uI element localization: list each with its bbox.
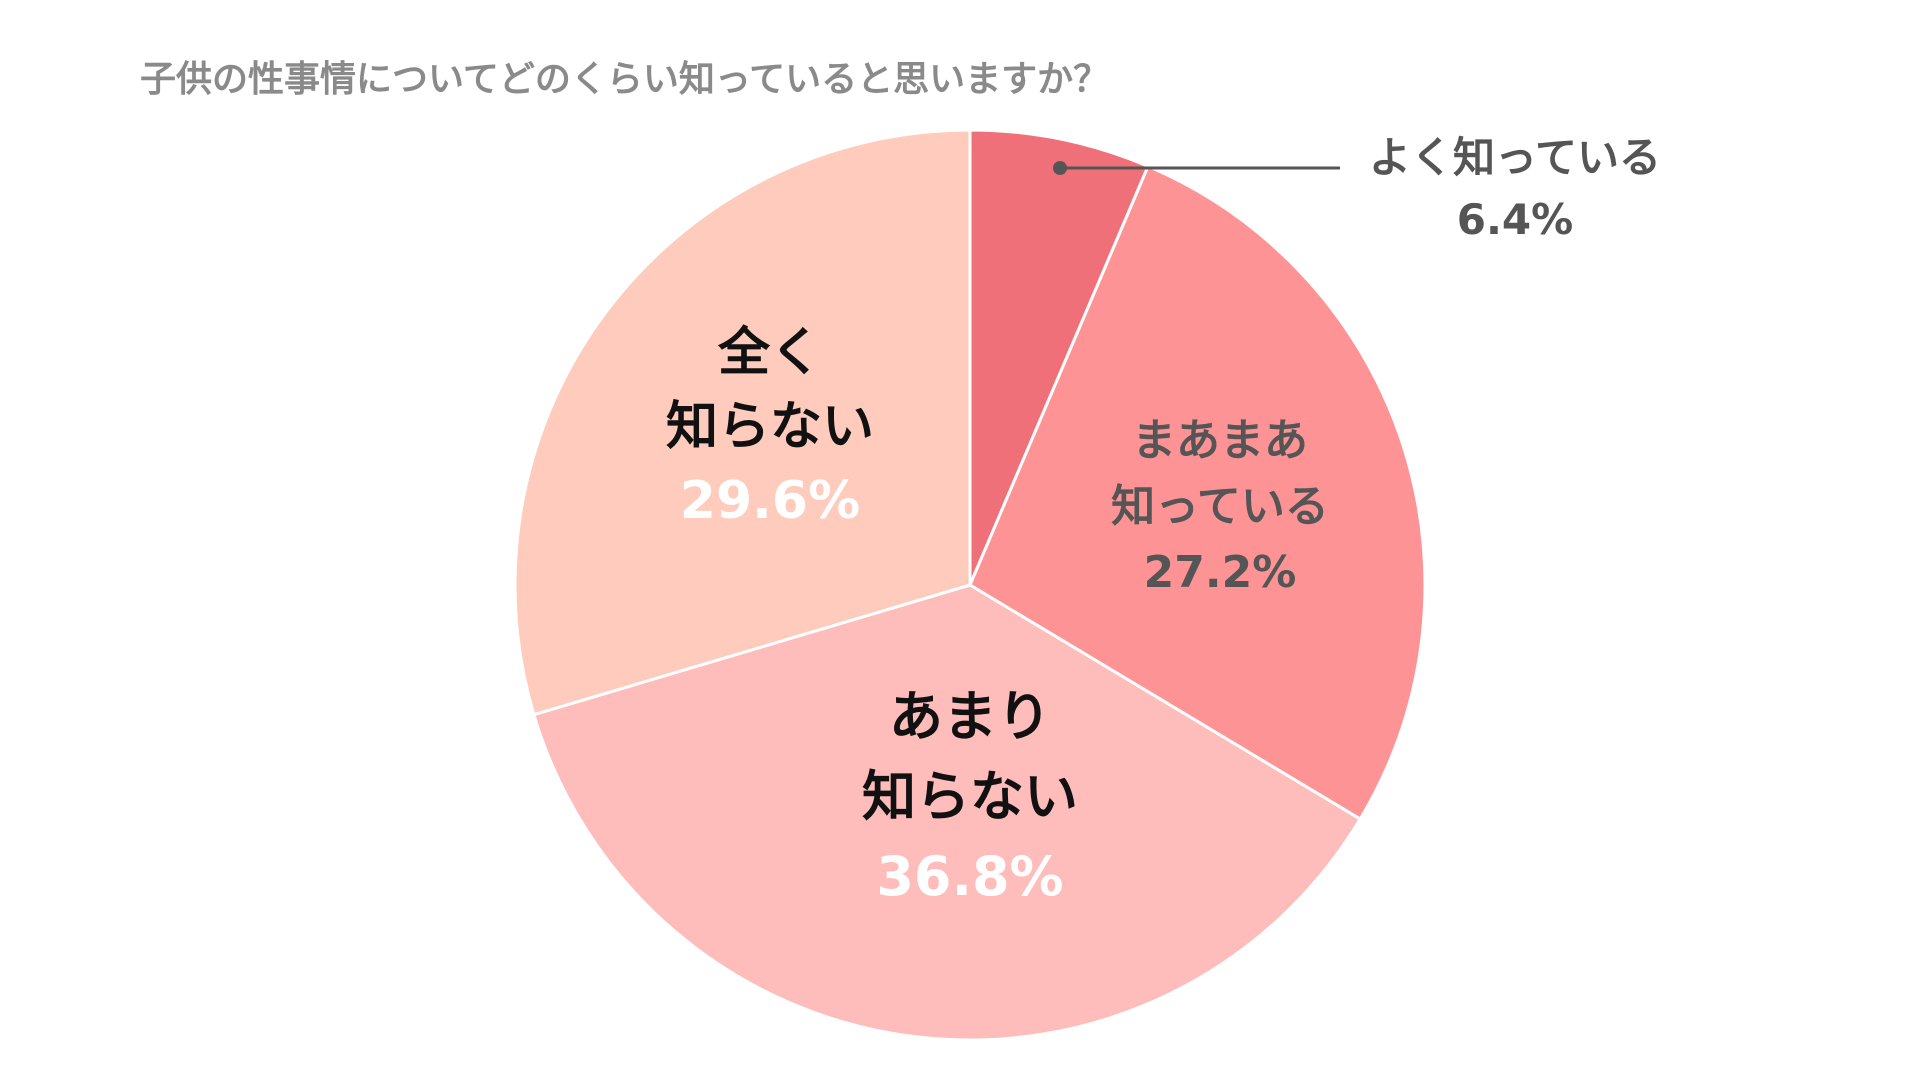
- slice-labels: よく知っている6.4%まあまあ知っている27.2%あまり知らない36.8%全く知…: [666, 133, 1661, 908]
- slice-name-1-line-0: まあまあ: [1132, 415, 1308, 466]
- slice-name-3-line-1: 知らない: [666, 397, 874, 457]
- pie-slice-1: [968, 164, 1427, 822]
- pie-slice-0: [968, 128, 1151, 586]
- pie-slices: [513, 128, 1427, 1042]
- pie-slice-2: [532, 583, 1363, 1042]
- slice-value-label-1: 27.2%: [1144, 547, 1297, 598]
- slice-value-label-0: 6.4%: [1457, 195, 1573, 244]
- chart-title: 子供の性事情についてどのくらい知っていると思いますか？: [140, 59, 1110, 100]
- slice-name-2-line-0: あまり: [889, 685, 1051, 748]
- slice-name-1-line-1: 知っている: [1111, 481, 1329, 532]
- slice-name-3-line-0: 全く: [717, 323, 822, 383]
- slice-value-label-3: 29.6%: [680, 471, 860, 531]
- leader-lines: [1053, 161, 1340, 175]
- slice-name-2-line-1: 知らない: [862, 765, 1078, 828]
- pie-slice-3: [513, 128, 972, 717]
- slice-name-0-line-0: よく知っている: [1369, 133, 1661, 182]
- slice-label-0: よく知っている 6.4%: [1369, 133, 1661, 244]
- slice-value-label-2: 36.8%: [876, 845, 1063, 908]
